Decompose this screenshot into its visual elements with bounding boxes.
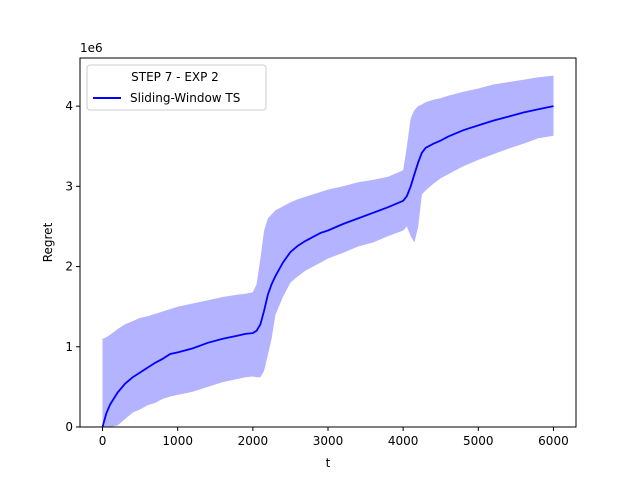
y-tick-label: 1 [65, 340, 73, 354]
x-tick-label: 4000 [388, 434, 419, 448]
y-axis-ticks: 0 1 2 3 4 [65, 99, 80, 434]
x-tick-label: 2000 [238, 434, 269, 448]
y-tick-label: 0 [65, 420, 73, 434]
x-tick-label: 1000 [162, 434, 193, 448]
y-axis-label: Regret [41, 222, 55, 262]
x-tick-label: 6000 [538, 434, 569, 448]
plot-area [101, 75, 554, 428]
legend-entry-label: Sliding-Window TS [130, 91, 240, 105]
x-axis-label: t [326, 456, 331, 470]
x-axis-ticks: 0 1000 2000 3000 4000 5000 6000 [99, 427, 569, 448]
legend: STEP 7 - EXP 2 Sliding-Window TS [86, 64, 267, 111]
series-mean-line [101, 105, 554, 428]
legend-title: STEP 7 - EXP 2 [131, 70, 219, 84]
y-tick-label: 4 [65, 99, 73, 113]
y-tick-label: 2 [65, 260, 73, 274]
x-tick-label: 0 [99, 434, 107, 448]
y-offset-label: 1e6 [80, 41, 103, 55]
legend-box [86, 64, 267, 111]
x-tick-label: 5000 [463, 434, 494, 448]
y-tick-label: 3 [65, 179, 73, 193]
series-confidence-band [102, 75, 554, 427]
x-tick-label: 3000 [313, 434, 344, 448]
